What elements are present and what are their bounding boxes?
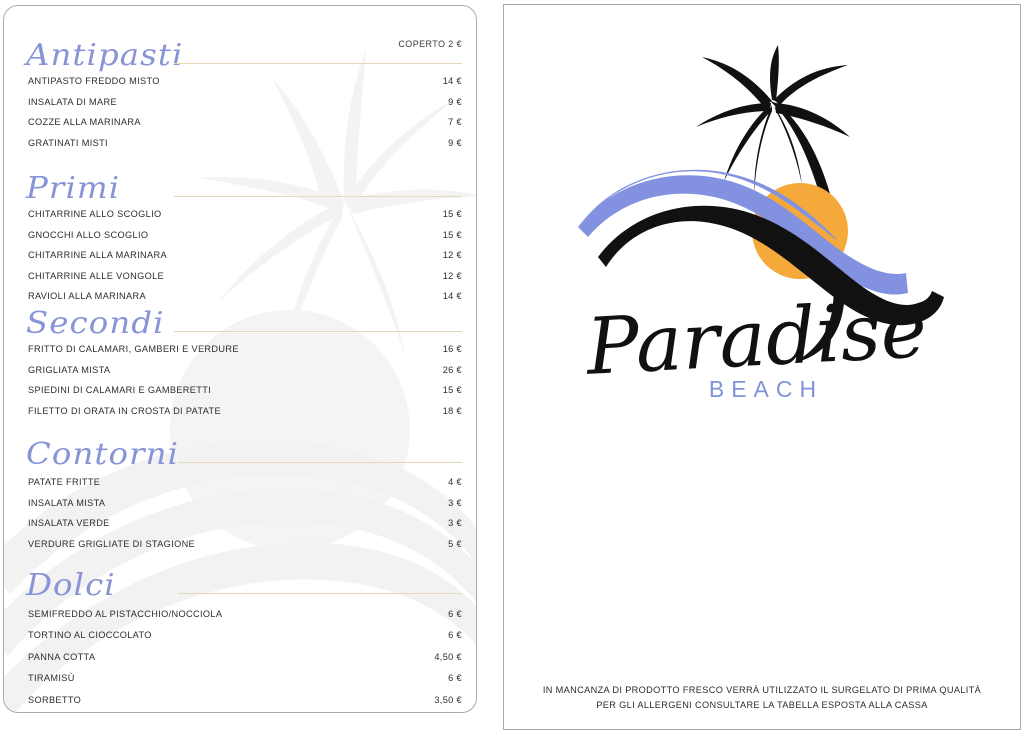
menu-row: PANNA COTTA 4,50 € (4, 652, 476, 673)
item-price: 3 € (448, 497, 462, 508)
menu-row: SPIEDINI DI CALAMARI E GAMBERETTI 15 € (4, 385, 476, 406)
item-name: GNOCCHI ALLO SCOGLIO (28, 229, 149, 240)
item-name: PATATE FRITTE (28, 477, 101, 487)
item-price: 18 € (442, 405, 462, 416)
item-price: 4 € (448, 477, 462, 487)
section-header: Antipasti (4, 38, 476, 76)
menu-row: SEMIFREDDO AL PISTACCHIO/NOCCIOLA 6 € (4, 609, 476, 630)
menu-row: FRITTO DI CALAMARI, GAMBERI E VERDURE 16… (4, 344, 476, 365)
item-name: INSALATA VERDE (28, 518, 110, 529)
section-title: Contorni (26, 437, 180, 472)
menu-row: GRATINATI MISTI 9 € (4, 138, 476, 159)
section-title: Secondi (26, 306, 165, 341)
section-title: Dolci (26, 568, 116, 603)
item-price: 15 € (442, 229, 462, 240)
allergen-disclaimer: IN MANCANZA DI PRODOTTO FRESCO VERRÀ UTI… (504, 683, 1020, 713)
logo-panel: Paradise BEACH IN MANCANZA DI PRODOTTO F… (503, 4, 1021, 730)
item-price: 14 € (442, 291, 462, 302)
menu-section-dolci: Dolci SEMIFREDDO AL PISTACCHIO/NOCCIOLA … (4, 568, 476, 705)
item-name: RAVIOLI ALLA MARINARA (28, 291, 146, 302)
wave-icon-black (598, 205, 944, 326)
section-title: Antipasti (26, 38, 184, 73)
item-price: 15 € (442, 385, 462, 396)
item-name: CHITARRINE ALLE VONGOLE (28, 270, 165, 281)
item-name: GRATINATI MISTI (28, 137, 108, 148)
item-name: TIRAMISÙ (28, 673, 75, 684)
menu-row: INSALATA MISTA 3 € (4, 498, 476, 519)
menu-row: CHITARRINE ALLA MARINARA 12 € (4, 250, 476, 271)
menu-row: ANTIPASTO FREDDO MISTO 14 € (4, 76, 476, 97)
item-name: COZZE ALLA MARINARA (28, 117, 141, 128)
menu-row: TIRAMISÙ 6 € (4, 673, 476, 694)
item-name: SEMIFREDDO AL PISTACCHIO/NOCCIOLA (28, 609, 223, 619)
section-header: Primi (4, 171, 476, 209)
section-rule (174, 331, 462, 332)
item-price: 9 € (448, 96, 462, 107)
menu-row: INSALATA DI MARE 9 € (4, 97, 476, 118)
menu-card: COPERTO 2 € Antipasti ANTIPASTO FREDDO M… (3, 5, 477, 713)
wave-icon-blue (580, 169, 838, 253)
menu-row: TORTINO AL CIOCCOLATO 6 € (4, 630, 476, 651)
menu-row: FILETTO DI ORATA IN CROSTA DI PATATE 18 … (4, 406, 476, 427)
menu-section-antipasti: Antipasti ANTIPASTO FREDDO MISTO 14 € IN… (4, 38, 476, 148)
item-name: PANNA COTTA (28, 651, 96, 662)
menu-row: RAVIOLI ALLA MARINARA 14 € (4, 291, 476, 312)
section-header: Dolci (4, 568, 476, 606)
brand-subtitle: BEACH (709, 376, 823, 402)
item-name: SPIEDINI DI CALAMARI E GAMBERETTI (28, 385, 212, 396)
menu-section-primi: Primi CHITARRINE ALLO SCOGLIO 15 € GNOCC… (4, 171, 476, 301)
disclaimer-line-1: IN MANCANZA DI PRODOTTO FRESCO VERRÀ UTI… (542, 685, 982, 695)
item-price: 3 € (448, 518, 462, 529)
disclaimer-line-2: PER GLI ALLERGENI CONSULTARE LA TABELLA … (596, 700, 928, 710)
item-price: 4,50 € (434, 651, 462, 662)
menu-row: VERDURE GRIGLIATE DI STAGIONE 5 € (4, 539, 476, 560)
item-price: 12 € (442, 270, 462, 281)
section-title: Primi (26, 171, 121, 206)
section-header: Secondi (4, 306, 476, 344)
item-name: INSALATA MISTA (28, 497, 106, 508)
section-header: Contorni (4, 437, 476, 475)
item-name: ANTIPASTO FREDDO MISTO (28, 76, 160, 86)
item-name: FRITTO DI CALAMARI, GAMBERI E VERDURE (28, 344, 239, 354)
menu-row: GNOCCHI ALLO SCOGLIO 15 € (4, 230, 476, 251)
section-rule (178, 593, 462, 594)
wave-icon-blue-body (578, 175, 908, 295)
item-name: GRIGLIATA MISTA (28, 364, 111, 375)
section-rule (178, 462, 462, 463)
item-price: 7 € (448, 117, 462, 128)
item-name: TORTINO AL CIOCCOLATO (28, 630, 152, 641)
item-name: SORBETTO (28, 694, 82, 705)
menu-row: COZZE ALLA MARINARA 7 € (4, 117, 476, 138)
menu-section-secondi: Secondi FRITTO DI CALAMARI, GAMBERI E VE… (4, 306, 476, 416)
item-name: CHITARRINE ALLA MARINARA (28, 250, 167, 261)
item-name: VERDURE GRIGLIATE DI STAGIONE (28, 538, 196, 549)
menu-section-contorni: Contorni PATATE FRITTE 4 € INSALATA MIST… (4, 437, 476, 549)
item-price: 26 € (442, 364, 462, 375)
item-price: 16 € (442, 344, 462, 354)
item-name: INSALATA DI MARE (28, 96, 117, 107)
menu-row: GRIGLIATA MISTA 26 € (4, 365, 476, 386)
item-price: 14 € (442, 76, 462, 86)
item-price: 15 € (442, 209, 462, 219)
item-price: 12 € (442, 250, 462, 261)
menu-row: CHITARRINE ALLE VONGOLE 12 € (4, 271, 476, 292)
cover-charge-label: COPERTO 2 € (398, 39, 462, 49)
menu-row: SORBETTO 3,50 € (4, 694, 476, 712)
paradise-beach-logo: Paradise BEACH (562, 45, 962, 405)
item-price: 9 € (448, 137, 462, 148)
section-rule (174, 63, 462, 64)
menu-row: CHITARRINE ALLO SCOGLIO 15 € (4, 209, 476, 230)
item-price: 6 € (448, 630, 462, 641)
item-name: FILETTO DI ORATA IN CROSTA DI PATATE (28, 405, 221, 416)
item-price: 6 € (448, 609, 462, 619)
section-rule (174, 196, 462, 197)
item-name: CHITARRINE ALLO SCOGLIO (28, 209, 162, 219)
item-price: 5 € (448, 538, 462, 549)
menu-row: INSALATA VERDE 3 € (4, 518, 476, 539)
item-price: 3,50 € (434, 694, 462, 705)
brand-wordmark: Paradise (582, 285, 929, 393)
menu-row: PATATE FRITTE 4 € (4, 477, 476, 498)
item-price: 6 € (448, 673, 462, 684)
